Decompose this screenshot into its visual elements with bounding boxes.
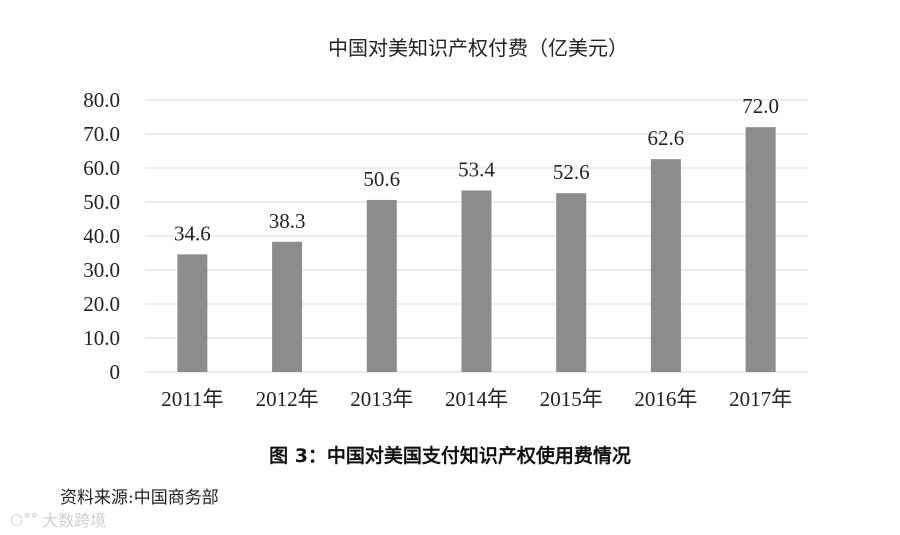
- y-tick-label: 20.0: [83, 292, 120, 316]
- source-note: 资料来源:中国商务部: [60, 488, 219, 508]
- x-tick-label: 2016年: [634, 387, 697, 411]
- chart-title: 中国对美知识产权付费（亿美元）: [328, 36, 628, 60]
- x-tick-label: 2017年: [729, 387, 792, 411]
- x-tick-label: 2012年: [256, 387, 319, 411]
- x-tick-label: 2015年: [540, 387, 603, 411]
- data-label: 34.6: [174, 221, 211, 245]
- watermark: ○°° 大数跨境: [10, 507, 106, 531]
- y-tick-label: 70.0: [83, 122, 120, 146]
- bar-2011年: [177, 254, 208, 372]
- y-tick-label: 0: [110, 360, 121, 384]
- figure-caption: 图 3：中国对美国支付知识产权使用费情况: [269, 445, 631, 467]
- bar-2016年: [650, 159, 681, 372]
- bar-2013年: [366, 199, 397, 372]
- watermark-text: 大数跨境: [42, 511, 107, 530]
- x-tick-label: 2014年: [445, 387, 508, 411]
- data-label: 53.4: [458, 157, 495, 181]
- x-axis-labels: 2011年 2012年 2013年 2014年 2015年 2016年 2017年: [161, 387, 792, 411]
- bar-2012年: [272, 241, 303, 372]
- y-tick-label: 50.0: [83, 190, 120, 214]
- data-label: 72.0: [742, 94, 779, 118]
- y-tick-label: 60.0: [83, 156, 120, 180]
- data-labels: 34.6 38.3 50.6 53.4 52.6 62.6 72.0: [174, 94, 779, 245]
- data-label: 50.6: [363, 167, 400, 191]
- y-axis-ticks: 0 10.0 20.0 30.0 40.0 50.0 60.0 70.0 80.0: [83, 88, 120, 384]
- y-tick-label: 30.0: [83, 258, 120, 282]
- y-tick-label: 40.0: [83, 224, 120, 248]
- bar-2014年: [461, 190, 492, 372]
- bars: [177, 127, 776, 372]
- x-tick-label: 2011年: [161, 387, 223, 411]
- x-tick-label: 2013年: [350, 387, 413, 411]
- data-label: 38.3: [269, 209, 306, 233]
- data-label: 62.6: [648, 126, 685, 150]
- y-tick-label: 10.0: [83, 326, 120, 350]
- bar-2015年: [556, 193, 587, 372]
- y-tick-label: 80.0: [83, 88, 120, 112]
- data-label: 52.6: [553, 160, 590, 184]
- bar-2017年: [745, 127, 776, 372]
- wechat-logo-icon: ○°°: [10, 510, 39, 528]
